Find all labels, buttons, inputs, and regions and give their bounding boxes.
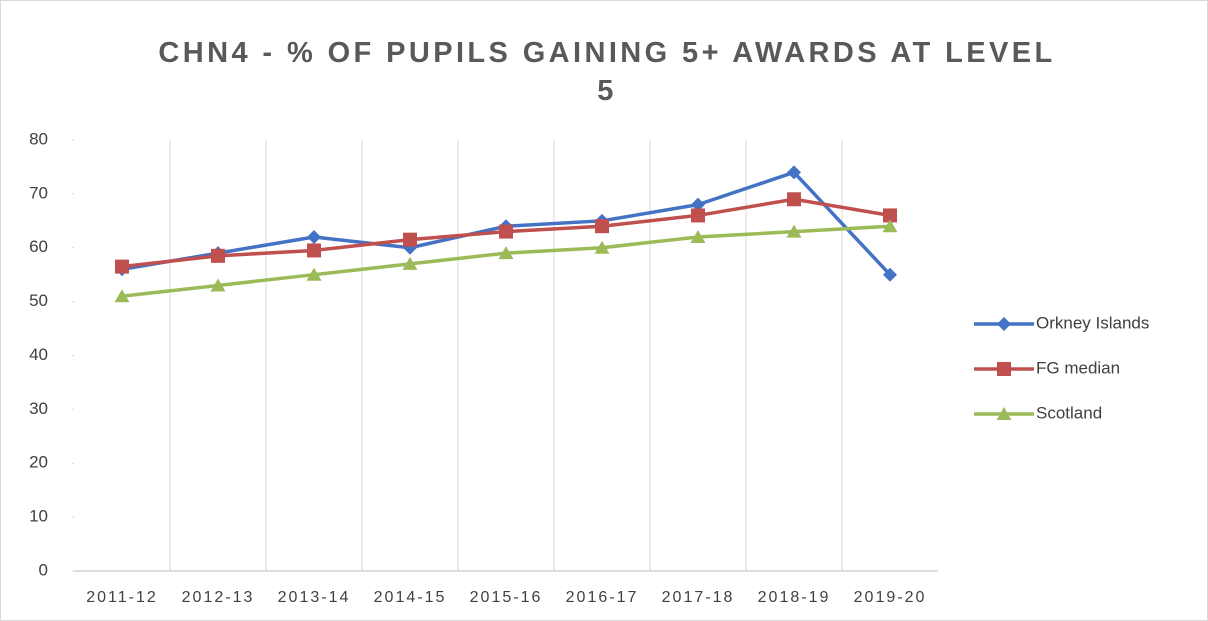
marker [883,267,897,282]
y-tick-label: 80 [29,129,48,148]
marker [114,289,130,303]
legend-label: Scotland [1036,403,1102,422]
legend-label: Orkney Islands [1036,313,1149,332]
legend-label: FG median [1036,358,1120,377]
marker [115,259,129,274]
x-tick-label: 2011-12 [86,589,158,606]
y-tick-label: 70 [29,183,48,202]
y-tick-label: 20 [29,453,48,472]
marker [499,224,513,239]
x-tick-label: 2014-15 [374,589,447,606]
y-tick-label: 0 [39,560,48,579]
marker [882,219,898,233]
legend-marker [997,362,1011,376]
chart-title: CHN4 - % OF PUPILS GAINING 5+ AWARDS AT … [158,37,1056,107]
x-tick-label: 2016-17 [566,589,639,606]
x-tick-label: 2017-18 [662,589,735,606]
marker [787,165,801,180]
marker [690,229,706,243]
marker [211,248,225,263]
legend-marker [996,407,1012,420]
y-tick-label: 30 [29,399,48,418]
marker [786,224,802,238]
marker [595,219,609,234]
marker [307,229,321,244]
marker [402,256,418,270]
x-tick-label: 2013-14 [278,589,351,606]
x-tick-label: 2015-16 [470,589,543,606]
y-tick-label: 60 [29,237,48,256]
marker [691,197,705,212]
marker [787,192,801,207]
x-tick-label: 2019-20 [854,589,927,606]
marker [210,278,226,292]
y-tick-label: 50 [29,291,48,310]
marker [498,246,514,260]
legend-marker [997,317,1011,331]
x-tick-label: 2018-19 [758,589,831,606]
marker [883,208,897,223]
x-tick-label: 2012-13 [182,589,255,606]
y-tick-label: 40 [29,345,48,364]
marker [306,267,322,281]
y-tick-label: 10 [29,507,48,526]
marker [691,208,705,223]
marker [594,240,610,254]
marker [403,232,417,247]
marker [307,243,321,258]
